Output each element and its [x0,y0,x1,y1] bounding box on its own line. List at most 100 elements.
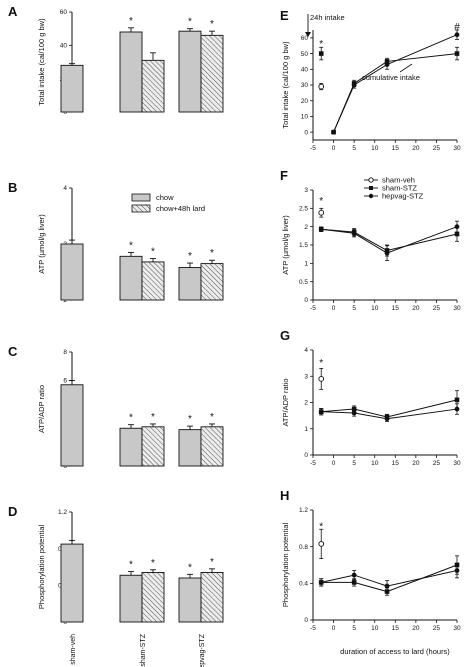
bar-chow [60,243,84,301]
x-tick-label: 5 [352,145,356,152]
point-sham-veh [318,209,325,216]
bar-chow [178,429,202,467]
y-tick-label: 4 [304,347,308,354]
legend-swatch [131,193,151,202]
y-axis-label: ATP/ADP ratio [37,385,46,433]
point-hepvag-stz [454,568,460,573]
y-tick-label: 1 [304,426,308,433]
y-tick-label: 6 [63,378,67,385]
y-tick-label: 40 [60,43,68,50]
point-hepvag-stz [384,416,390,422]
bar-chart-C: 02468CATP/ADP ratio**** [8,344,224,470]
significance-mark: # [454,22,460,33]
x-tick-label: 25 [433,625,441,632]
x-tick-label: 10 [371,305,379,312]
x-tick-label: 20 [412,625,420,632]
significance-mark: * [319,39,323,50]
y-tick-label: 2.5 [299,206,308,213]
bar-chow [119,255,143,301]
y-tick-label: 20 [301,98,309,105]
x-tick-label: 25 [433,460,441,467]
point-hepvag-stz [454,224,460,230]
y-tick-label: 2 [304,224,308,231]
significance-star: * [151,247,155,258]
x-tick-label: -5 [310,305,316,312]
line-chart-H: 00.40.81.2-5 0 5 10 15 20 25 30HPhosphorylation… [280,488,461,656]
bar-chow [60,64,84,113]
x-tick-label: 5 [352,305,356,312]
bar-chow [178,30,202,113]
point-sham-stz [454,51,460,56]
category-label: sham-STZ [140,633,147,666]
panel-label: C [8,344,18,359]
y-tick-label: 1.5 [299,242,308,249]
legend-entry: sham-STZ [382,184,417,193]
point-sham-stz [454,231,460,237]
significance-star: * [151,558,155,569]
point-hepvag-stz [351,82,357,88]
significance-star: * [188,562,192,573]
series-line-sham-stz [333,53,458,133]
y-axis-label: Total intake (cal/100 g bw) [281,41,290,129]
y-tick-label: 0.4 [299,581,308,588]
legend-marker [369,186,373,190]
x-tick-label: 0 [332,145,336,152]
y-tick-label: 1.2 [299,507,308,514]
x-tick-label: 15 [392,625,400,632]
point-hepvag-stz [351,410,357,416]
x-tick-label: 5 [352,625,356,632]
bar-chow [60,543,84,623]
line-chart-E: 0 10 20 30 40 50 60 -5 0 5 10 15 20 25 30 E Total intake… [280,8,461,152]
y-axis-label: ATP (µmol/g liver) [281,215,290,275]
bar-chow-48h-lard [141,426,165,467]
panel-label: G [280,328,290,343]
point-sham-stz [351,406,357,412]
point-sham-stz [351,580,357,585]
series-line-hepvag-stz [321,570,458,587]
x-tick-label: 20 [412,145,420,152]
bar-chow [119,31,143,113]
legend-marker [368,193,374,199]
x-tick-label: 30 [453,305,461,312]
y-tick-label: 4 [63,185,67,192]
x-tick-label: 25 [433,305,441,312]
series-line-hepvag-stz [321,408,458,420]
panel-label: A [8,4,18,19]
significance-star: * [210,248,214,259]
point-sham-stz [454,397,460,403]
point-hepvag-stz [318,409,324,415]
panel-label: E [280,8,289,23]
category-label: sham-veh [70,634,77,665]
significance-mark: * [319,358,323,369]
annotation-pointer [399,63,413,73]
y-tick-label: 60 [60,9,68,16]
significance-star: * [210,557,214,568]
point-hepvag-stz [351,572,357,578]
x-tick-label: 10 [371,145,379,152]
bar-chow [119,427,143,467]
point-hepvag-stz [454,32,460,38]
y-tick-label: 0 [304,297,308,304]
y-axis-label: ATP/ADP ratio [281,378,290,426]
x-tick-label: 20 [412,460,420,467]
y-tick-label: 10 [301,114,309,121]
series-line-sham-stz [321,228,458,252]
significance-star: * [151,412,155,423]
bar-chow-48h-lard [200,34,224,113]
significance-star: * [188,17,192,28]
category-label: hepvag-STZ [199,633,206,667]
y-tick-label: 0 [304,617,308,624]
x-tick-label: 0 [332,460,336,467]
x-tick-label: 15 [392,145,400,152]
bar-chart-A: 0204060ATotal intake (cal/100 g bw)*** [8,4,224,116]
legend-entry: hepvag-STZ [382,192,424,201]
y-tick-label: 1.2 [58,509,67,516]
point-hepvag-stz [384,250,390,256]
y-tick-label: 3 [304,373,308,380]
point-hepvag-stz [351,230,357,236]
point-hepvag-stz [331,129,336,135]
y-tick-label: 0 [304,129,308,136]
